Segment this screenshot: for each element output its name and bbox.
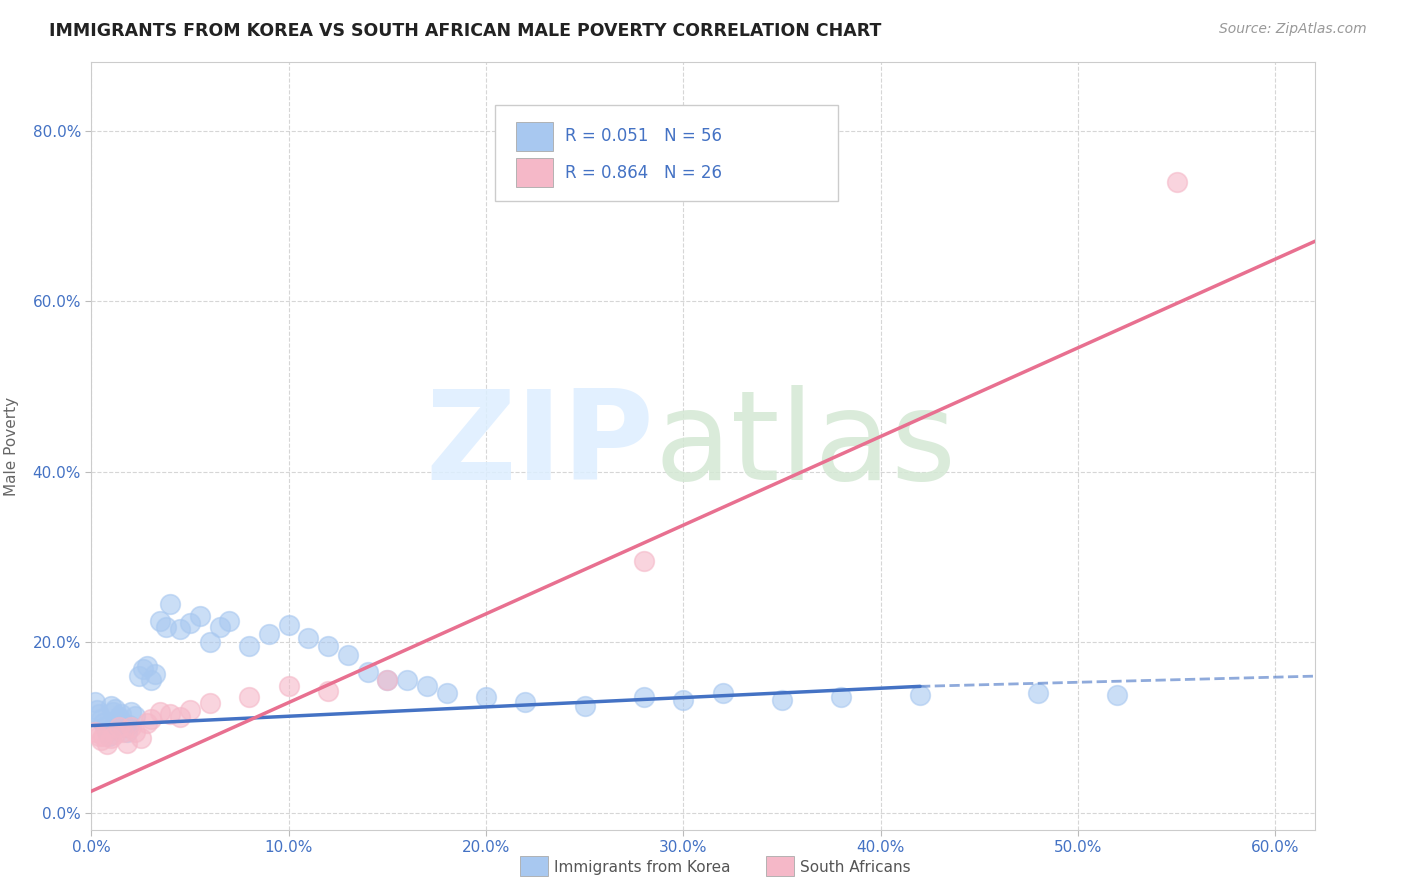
Text: IMMIGRANTS FROM KOREA VS SOUTH AFRICAN MALE POVERTY CORRELATION CHART: IMMIGRANTS FROM KOREA VS SOUTH AFRICAN M… xyxy=(49,22,882,40)
Point xyxy=(179,616,201,631)
Point xyxy=(149,705,172,719)
Point xyxy=(316,684,339,698)
Point xyxy=(208,620,231,634)
Point xyxy=(91,716,114,731)
Point xyxy=(104,727,127,741)
Text: ZIP: ZIP xyxy=(426,385,654,507)
Point xyxy=(1166,175,1188,189)
Point xyxy=(98,729,121,743)
Point xyxy=(131,662,153,676)
Point xyxy=(115,724,138,739)
Y-axis label: Male Poverty: Male Poverty xyxy=(4,396,18,496)
Point xyxy=(277,618,299,632)
Point xyxy=(108,720,131,734)
Point xyxy=(198,635,221,649)
Point xyxy=(238,640,260,654)
Point xyxy=(155,620,177,634)
Point xyxy=(91,729,114,743)
Point xyxy=(375,673,398,688)
Point xyxy=(179,703,201,717)
Point xyxy=(316,640,339,654)
Text: South Africans: South Africans xyxy=(800,860,911,874)
Text: atlas: atlas xyxy=(654,385,956,507)
Point xyxy=(124,724,146,739)
Point xyxy=(111,724,134,739)
Point xyxy=(277,679,299,693)
Point xyxy=(770,693,793,707)
Point xyxy=(90,712,112,726)
Point xyxy=(169,622,191,636)
Point xyxy=(100,731,122,745)
FancyBboxPatch shape xyxy=(516,158,553,187)
Point xyxy=(257,626,280,640)
Point xyxy=(101,705,124,719)
Point xyxy=(1028,686,1050,700)
Point xyxy=(188,609,211,624)
Point xyxy=(110,707,132,722)
Point xyxy=(96,737,118,751)
Point xyxy=(84,724,107,739)
Point xyxy=(515,695,537,709)
Point xyxy=(416,679,439,693)
Point xyxy=(120,705,142,719)
Text: R = 0.051   N = 56: R = 0.051 N = 56 xyxy=(565,127,721,145)
Point xyxy=(111,716,134,731)
Point xyxy=(139,673,162,688)
Point xyxy=(149,614,172,628)
Point xyxy=(90,733,112,747)
Point xyxy=(124,709,146,723)
Point xyxy=(135,659,157,673)
Point xyxy=(475,690,498,705)
Point xyxy=(86,703,108,717)
Point xyxy=(100,698,122,713)
Point xyxy=(120,720,142,734)
Point xyxy=(96,724,118,739)
Point xyxy=(711,686,734,700)
Point xyxy=(396,673,419,688)
Point xyxy=(198,697,221,711)
Point xyxy=(574,698,596,713)
Point xyxy=(375,673,398,688)
Point xyxy=(633,554,655,568)
Text: Immigrants from Korea: Immigrants from Korea xyxy=(554,860,731,874)
Point xyxy=(128,669,150,683)
FancyBboxPatch shape xyxy=(495,104,838,201)
Point xyxy=(115,736,138,750)
Point xyxy=(105,714,128,728)
Point xyxy=(297,631,319,645)
Point xyxy=(218,614,240,628)
Point xyxy=(908,688,931,702)
Point xyxy=(159,597,181,611)
Point xyxy=(89,707,111,722)
Point xyxy=(169,710,191,724)
Point xyxy=(672,693,695,707)
Point xyxy=(114,720,136,734)
Point xyxy=(129,731,152,745)
Text: R = 0.864   N = 26: R = 0.864 N = 26 xyxy=(565,164,721,182)
Point xyxy=(1107,688,1129,702)
Text: Source: ZipAtlas.com: Source: ZipAtlas.com xyxy=(1219,22,1367,37)
Point xyxy=(94,720,117,734)
Point xyxy=(356,665,378,679)
Point xyxy=(143,667,166,681)
Point xyxy=(633,690,655,705)
Point xyxy=(436,686,458,700)
Point xyxy=(830,690,852,705)
Point xyxy=(238,690,260,705)
Point xyxy=(336,648,359,662)
Point xyxy=(108,710,131,724)
Point xyxy=(135,716,157,731)
Point xyxy=(139,712,162,726)
Point xyxy=(89,729,111,743)
Point xyxy=(159,707,181,722)
FancyBboxPatch shape xyxy=(516,121,553,151)
Point xyxy=(118,717,141,731)
Point xyxy=(84,695,107,709)
Point xyxy=(104,701,127,715)
